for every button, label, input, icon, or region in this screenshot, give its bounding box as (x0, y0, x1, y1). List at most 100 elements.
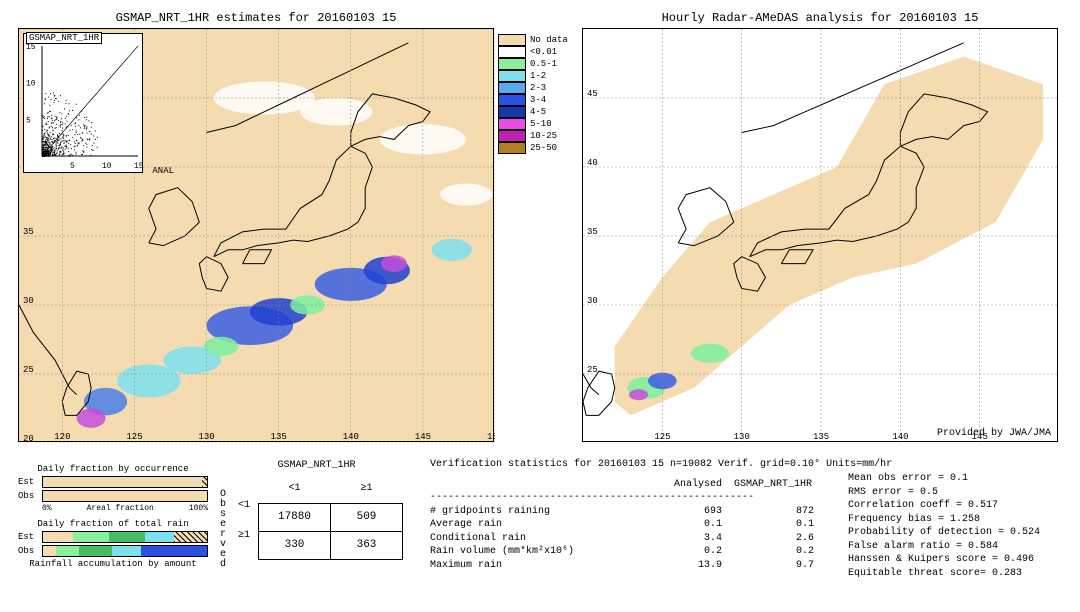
svg-text:5: 5 (70, 162, 75, 171)
verif-row-analysed: 13.9 (642, 559, 722, 573)
axis-100pct: 100% (189, 504, 208, 513)
svg-text:130: 130 (734, 432, 750, 442)
legend-swatch (498, 94, 526, 106)
totalrain-title: Daily fraction of total rain (18, 519, 208, 529)
legend-swatch (498, 106, 526, 118)
verif-row-gsmap: 9.7 (734, 559, 814, 573)
svg-text:5: 5 (26, 116, 31, 125)
provided-by-label: Provided by JWA/JMA (937, 428, 1051, 439)
verif-header: Verification statistics for 20160103 15 … (430, 458, 1060, 472)
ct-cell-11: 363 (331, 531, 403, 559)
svg-text:140: 140 (892, 432, 908, 442)
verif-row-analysed: 3.4 (642, 532, 722, 546)
legend-label: 1-2 (530, 71, 546, 81)
svg-text:50: 50 (23, 29, 34, 30)
legend-row: 2-3 (498, 82, 568, 94)
left-map-panel: GSMAP_NRT_1HR estimates for 20160103 15 … (18, 28, 494, 442)
legend-row: 3-4 (498, 94, 568, 106)
svg-text:30: 30 (23, 296, 34, 306)
score-line: Correlation coeff = 0.517 (848, 499, 1040, 513)
ct-title: GSMAP_NRT_1HR (230, 460, 403, 471)
svg-text:30: 30 (587, 296, 598, 306)
svg-text:25: 25 (587, 365, 598, 375)
legend-swatch (498, 34, 526, 46)
ct-cell-10: 330 (259, 531, 331, 559)
verif-row-analysed: 693 (642, 505, 722, 519)
est-label-1: Est (18, 477, 42, 487)
obs-label-2: Obs (18, 546, 42, 556)
svg-text:130: 130 (199, 432, 215, 442)
svg-text:15: 15 (134, 162, 144, 171)
svg-text:135: 135 (271, 432, 287, 442)
score-line: Hanssen & Kuipers score = 0.496 (848, 553, 1040, 567)
score-stats: Mean obs error = 0.1RMS error = 0.5Corre… (848, 472, 1040, 580)
verif-row-name: Average rain (430, 518, 630, 532)
svg-text:35: 35 (587, 227, 598, 237)
right-map-panel: Hourly Radar-AMeDAS analysis for 2016010… (582, 28, 1058, 442)
ct-cell-01: 509 (331, 503, 403, 531)
legend-swatch (498, 58, 526, 70)
obs-label-1: Obs (18, 491, 42, 501)
legend-row: 5-10 (498, 118, 568, 130)
legend-swatch (498, 130, 526, 142)
verif-row-name: Maximum rain (430, 559, 630, 573)
verif-row-gsmap: 0.2 (734, 545, 814, 559)
legend-row: 4-5 (498, 106, 568, 118)
svg-text:150: 150 (487, 432, 495, 442)
svg-text:20: 20 (23, 434, 34, 443)
verif-row-name: Rain volume (mm*km²x10⁶) (430, 545, 630, 559)
score-line: RMS error = 0.5 (848, 486, 1040, 500)
legend-label: No data (530, 35, 568, 45)
legend-swatch (498, 82, 526, 94)
score-line: Mean obs error = 0.1 (848, 472, 1040, 486)
svg-text:125: 125 (654, 432, 670, 442)
verif-col2: GSMAP_NRT_1HR (734, 478, 814, 492)
legend-swatch (498, 70, 526, 82)
legend-label: 5-10 (530, 119, 552, 129)
verif-col1: Analysed (642, 478, 722, 492)
legend-label: 2-3 (530, 83, 546, 93)
accum-title: Rainfall accumulation by amount (18, 559, 208, 569)
svg-text:10: 10 (26, 80, 36, 89)
ct-row-header-1: ≥1 (238, 530, 250, 541)
svg-text:25: 25 (23, 365, 34, 375)
svg-text:45: 45 (587, 89, 598, 99)
legend-label: 4-5 (530, 107, 546, 117)
svg-text:40: 40 (587, 158, 598, 168)
verif-row-analysed: 0.1 (642, 518, 722, 532)
score-line: Frequency bias = 1.258 (848, 513, 1040, 527)
legend-swatch (498, 118, 526, 130)
ct-col-header-1: ≥1 (331, 475, 403, 503)
fraction-bars-block: Daily fraction by occurrence Est Obs 0% … (18, 462, 208, 571)
ct-cell-00: 17880 (259, 503, 331, 531)
verif-row-gsmap: 0.1 (734, 518, 814, 532)
score-line: False alarm ratio = 0.584 (848, 540, 1040, 554)
tot-obs-bar (42, 545, 208, 557)
verif-row-name: Conditional rain (430, 532, 630, 546)
legend-row: No data (498, 34, 568, 46)
scatter-inset: GSMAP_NRT_1HR 5101551015 ANAL (23, 33, 143, 173)
legend-label: 25-50 (530, 143, 557, 153)
legend-label: 10-25 (530, 131, 557, 141)
legend-swatch (498, 46, 526, 58)
svg-text:125: 125 (126, 432, 142, 442)
ct-row-header-0: <1 (238, 500, 250, 511)
tot-est-bar (42, 531, 208, 543)
svg-text:145: 145 (415, 432, 431, 442)
svg-text:35: 35 (23, 227, 34, 237)
inset-svg: 5101551015 (24, 34, 144, 174)
legend-row: 1-2 (498, 70, 568, 82)
verif-row-analysed: 0.2 (642, 545, 722, 559)
ct-col-header-0: <1 (259, 475, 331, 503)
svg-text:10: 10 (102, 162, 112, 171)
svg-text:120: 120 (54, 432, 70, 442)
occurrence-title: Daily fraction by occurrence (18, 464, 208, 474)
occ-obs-bar (42, 490, 208, 502)
axis-mid: Areal fraction (87, 504, 154, 513)
inset-anal-label: ANAL (152, 166, 174, 176)
axis-0pct: 0% (42, 504, 52, 513)
contingency-table: GSMAP_NRT_1HR <1 ≥1 17880 509 330 363 <1… (230, 460, 403, 560)
est-label-2: Est (18, 532, 42, 542)
score-line: Probability of detection = 0.524 (848, 526, 1040, 540)
legend-label: 0.5-1 (530, 59, 557, 69)
